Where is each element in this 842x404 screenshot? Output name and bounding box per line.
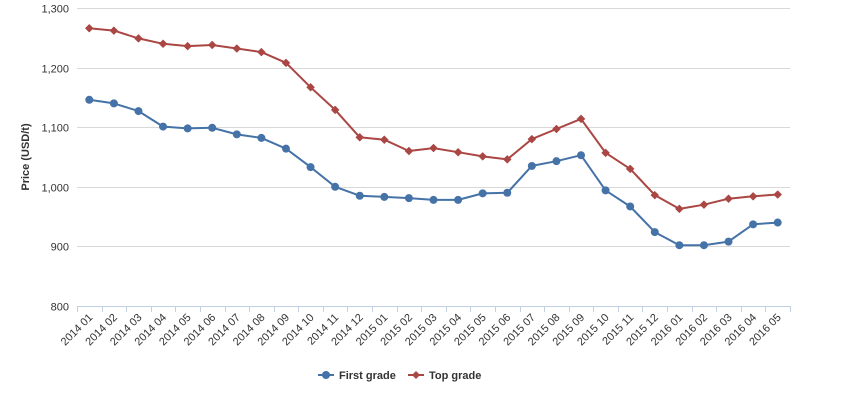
data-point[interactable] <box>724 237 733 246</box>
data-point[interactable] <box>749 220 758 229</box>
data-point[interactable] <box>601 186 610 195</box>
data-point[interactable] <box>675 241 684 250</box>
data-point[interactable] <box>109 99 118 108</box>
data-point[interactable] <box>379 135 389 145</box>
data-point[interactable] <box>330 105 340 115</box>
legend-item-first-grade[interactable]: First grade <box>318 370 396 382</box>
data-point[interactable] <box>577 151 586 160</box>
data-point[interactable] <box>773 218 782 227</box>
data-point[interactable] <box>527 134 537 144</box>
data-point[interactable] <box>380 192 389 201</box>
data-point[interactable] <box>207 40 217 50</box>
data-point[interactable] <box>724 194 733 204</box>
series-top-grade <box>84 23 783 214</box>
data-point[interactable] <box>232 44 242 53</box>
data-point[interactable] <box>109 26 119 36</box>
data-point[interactable] <box>502 155 512 164</box>
data-point[interactable] <box>527 161 536 170</box>
data-point[interactable] <box>478 152 488 161</box>
legend-label: First grade <box>339 370 396 382</box>
legend-marker-circle <box>322 371 330 379</box>
data-point[interactable] <box>134 107 143 116</box>
series-area <box>84 23 783 250</box>
data-point[interactable] <box>454 195 463 204</box>
data-point[interactable] <box>404 146 414 156</box>
data-point[interactable] <box>404 194 413 203</box>
y-tick-label: 1,100 <box>41 123 69 135</box>
legend-label: Top grade <box>429 370 481 382</box>
data-point[interactable] <box>281 144 290 153</box>
data-point[interactable] <box>257 47 266 57</box>
y-tick-label: 900 <box>51 242 69 254</box>
y-tick-label: 1,300 <box>41 4 69 16</box>
data-point[interactable] <box>355 191 364 200</box>
data-point[interactable] <box>699 200 709 210</box>
data-point[interactable] <box>699 241 708 250</box>
data-point[interactable] <box>453 147 463 157</box>
data-point[interactable] <box>158 39 168 49</box>
data-point[interactable] <box>281 58 291 68</box>
data-point[interactable] <box>576 114 586 124</box>
data-point[interactable] <box>134 34 143 43</box>
y-axis-title: Price (USD/t) <box>20 123 32 191</box>
legend-marker-diamond <box>412 371 420 379</box>
data-point[interactable] <box>306 163 315 172</box>
data-point[interactable] <box>331 182 340 191</box>
data-point[interactable] <box>626 202 635 211</box>
data-point[interactable] <box>183 124 192 133</box>
data-point[interactable] <box>675 204 684 214</box>
data-point[interactable] <box>85 95 94 104</box>
data-point[interactable] <box>625 164 635 174</box>
data-point[interactable] <box>429 143 438 153</box>
data-point[interactable] <box>552 124 561 134</box>
data-point[interactable] <box>601 148 610 158</box>
y-tick-label: 800 <box>51 302 69 314</box>
data-point[interactable] <box>552 157 561 166</box>
series-line <box>88 98 779 247</box>
data-point[interactable] <box>478 189 487 198</box>
data-point[interactable] <box>208 123 217 132</box>
series-first-grade <box>85 95 782 250</box>
series-line <box>88 27 779 210</box>
data-point[interactable] <box>257 133 266 142</box>
data-point[interactable] <box>84 23 94 33</box>
y-tick-label: 1,200 <box>41 64 69 76</box>
data-point[interactable] <box>748 191 758 201</box>
data-point[interactable] <box>159 122 168 131</box>
legend: First grade Top grade <box>318 370 481 382</box>
data-point[interactable] <box>183 41 192 51</box>
legend-item-top-grade[interactable]: Top grade <box>408 370 481 382</box>
data-point[interactable] <box>429 195 438 204</box>
data-point[interactable] <box>306 82 315 92</box>
data-point[interactable] <box>773 190 783 199</box>
data-point[interactable] <box>232 130 241 139</box>
data-point[interactable] <box>503 188 512 197</box>
y-tick-label: 1,000 <box>41 183 69 195</box>
data-point[interactable] <box>355 132 365 142</box>
data-point[interactable] <box>650 190 660 200</box>
data-point[interactable] <box>650 228 659 237</box>
